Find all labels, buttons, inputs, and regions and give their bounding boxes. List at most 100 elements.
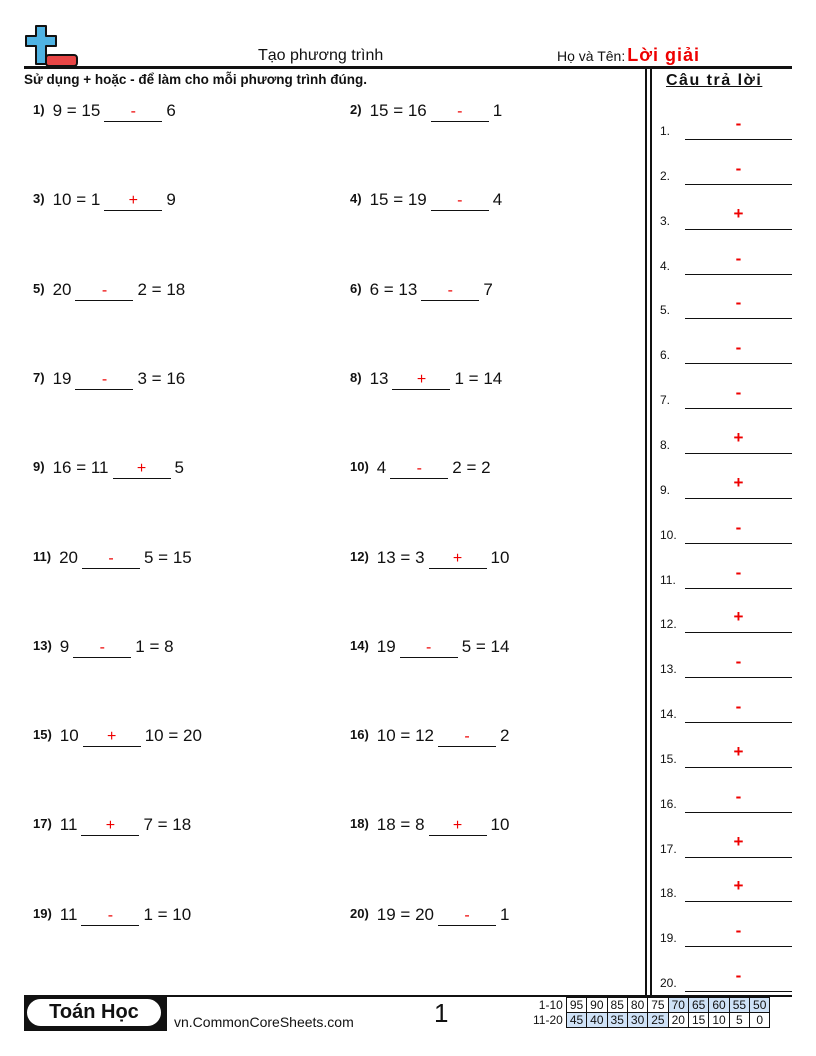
answer-value: -: [735, 158, 742, 178]
operator-blank[interactable]: +: [428, 549, 487, 569]
problem-number: 5): [33, 280, 45, 296]
answer-value: -: [735, 248, 742, 268]
operator-blank[interactable]: -: [73, 638, 132, 658]
problem-item: 1) 9 = 15-6: [33, 101, 176, 122]
problem-item: 17) 11 +7 = 18: [33, 815, 191, 837]
answer-line: [685, 722, 792, 724]
operator-blank[interactable]: -: [75, 370, 134, 390]
problem-item: 4) 15 = 19-4: [350, 190, 503, 212]
answer-line: [685, 183, 792, 185]
operator-blank[interactable]: -: [421, 281, 480, 301]
answer-line: [685, 766, 792, 768]
answer-line: [685, 408, 792, 410]
problem-left: 9: [59, 636, 70, 656]
answer-number: 1.: [660, 124, 671, 138]
operator-blank[interactable]: +: [82, 727, 141, 748]
problem-left: 9 = 15: [52, 101, 101, 120]
answer-value: -: [735, 921, 742, 941]
problem-left: 6 = 13: [369, 279, 418, 299]
score-range-label: 1-10: [538, 998, 563, 1012]
problem-left: 20: [59, 547, 78, 567]
plus-minus-logo-icon: [25, 25, 78, 67]
answer-value: +: [733, 427, 744, 447]
answer-number: 13.: [660, 662, 677, 677]
answer-key-item: 13. -: [660, 648, 792, 679]
operator-blank[interactable]: -: [399, 638, 458, 658]
name-field: Họ và Tên: Lời giải: [557, 45, 700, 66]
score-cell: 30: [626, 1012, 649, 1028]
operator-blank[interactable]: -: [438, 727, 496, 748]
operator-blank[interactable]: -: [430, 102, 489, 122]
answer-value: -: [735, 338, 742, 358]
operator-blank[interactable]: -: [438, 906, 496, 926]
answer-number: 8.: [660, 437, 671, 452]
problem-number: 7): [33, 369, 45, 385]
problem-right: 1 = 10: [143, 904, 192, 924]
answer-number: 12.: [660, 617, 677, 632]
problem-left: 10 = 1: [52, 190, 101, 210]
answer-key-item: 20. -: [660, 962, 792, 993]
answer-value: +: [733, 876, 744, 896]
answer-number: 3.: [660, 213, 671, 228]
answer-key-item: 8. +: [660, 424, 792, 454]
footer-rule: [24, 995, 792, 997]
score-row: 1-10 95 90 85 80 75 70 65 60 55 50: [530, 997, 771, 1013]
answer-line: [685, 811, 792, 813]
answer-number: 15.: [660, 751, 677, 766]
problem-left: 15 = 16: [369, 101, 427, 120]
answer-line: [685, 363, 792, 365]
answer-key-item: 7. -: [660, 379, 792, 410]
operator-blank[interactable]: -: [75, 281, 134, 301]
operator-blank[interactable]: +: [392, 370, 451, 390]
problem-number: 17): [33, 816, 52, 832]
page-number: 1: [434, 998, 449, 1028]
score-cell: 90: [586, 997, 608, 1013]
answer-number: 16.: [660, 796, 677, 811]
answer-line: [685, 542, 792, 544]
answer-number: 17.: [660, 841, 677, 856]
problem-item: 15) 10 +10 = 20: [33, 726, 202, 748]
answer-line: [685, 273, 792, 275]
problem-left: 13: [369, 368, 389, 388]
problem-right: 5: [174, 458, 184, 478]
problem-item: 2) 15 = 16-1: [350, 101, 502, 122]
problem-item: 5) 20-2 = 18: [33, 280, 185, 301]
answer-line: [685, 318, 792, 320]
operator-blank[interactable]: -: [82, 549, 140, 569]
score-cell: 50: [749, 997, 771, 1013]
problem-item: 8) 13 +1 = 14: [350, 369, 502, 390]
problem-left: 10: [59, 726, 79, 746]
problem-left: 15 = 19: [369, 190, 427, 210]
problem-number: 12): [350, 548, 369, 564]
problem-number: 8): [350, 369, 362, 385]
problem-right: 10: [490, 815, 510, 835]
problem-left: 11: [59, 904, 78, 924]
answer-line: [685, 587, 792, 589]
site-url: vn.CommonCoreSheets.com: [174, 1014, 354, 1030]
operator-blank[interactable]: -: [430, 191, 489, 212]
answer-value: -: [735, 293, 742, 313]
answer-key-item: 14. -: [660, 693, 792, 724]
operator-blank[interactable]: -: [81, 906, 140, 926]
answer-value: +: [733, 472, 744, 492]
operator-blank[interactable]: +: [112, 459, 171, 480]
instructions: Sử dụng + hoặc - để làm cho mỗi phương t…: [24, 72, 368, 87]
answer-value: -: [735, 517, 742, 537]
operator-blank[interactable]: +: [81, 816, 140, 837]
answer-value: -: [735, 652, 742, 672]
answer-key-item: 18. +: [660, 872, 792, 903]
operator-blank[interactable]: +: [104, 191, 163, 212]
answer-value: +: [733, 741, 744, 761]
problem-right: 4: [492, 190, 503, 210]
operator-blank[interactable]: -: [104, 102, 163, 122]
answer-key-item: 2. -: [660, 155, 792, 185]
operator-blank[interactable]: +: [428, 816, 487, 837]
problem-item: 11) 20-5 = 15: [33, 548, 192, 569]
answer-number: 11.: [660, 572, 676, 587]
operator-blank[interactable]: -: [390, 459, 449, 480]
problem-number: 6): [350, 280, 362, 296]
problem-left: 4: [376, 458, 387, 478]
answer-key-item: 15. +: [660, 738, 792, 768]
problem-right: 1 = 8: [135, 636, 174, 656]
answer-line: [685, 901, 792, 903]
